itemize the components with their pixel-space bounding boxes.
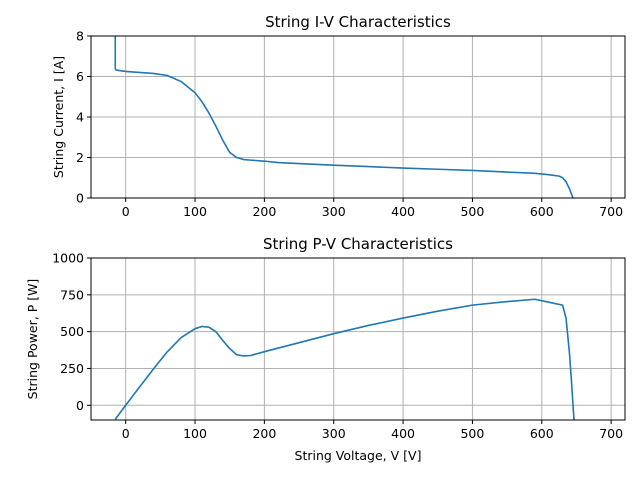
iv-y-ticks: 0 2 4 6 8	[76, 29, 91, 206]
iv-x-tick-label: 400	[391, 204, 415, 219]
pv-x-tick-label: 500	[460, 426, 484, 441]
pv-x-tick-label: 200	[252, 426, 276, 441]
iv-x-tick-label: 700	[599, 204, 623, 219]
pv-series-line	[114, 298, 575, 420]
iv-series-group	[114, 36, 574, 198]
iv-x-tick-label: 300	[322, 204, 346, 219]
iv-x-tick-label: 200	[252, 204, 276, 219]
pv-y-ticks: 0 250 500 750 1000	[52, 251, 91, 413]
pv-x-axis-label: String Voltage, V [V]	[295, 448, 422, 463]
iv-y-tick-label: 0	[76, 191, 84, 206]
pv-x-ticks: 0 100 200 300 400 500 600 700	[122, 420, 623, 441]
iv-x-tick-label: 100	[183, 204, 207, 219]
pv-y-tick-label: 1000	[52, 251, 84, 266]
iv-y-tick-label: 4	[76, 110, 84, 125]
iv-series-line	[114, 36, 574, 198]
pv-axes-frame	[90, 257, 626, 421]
pv-x-tick-label: 700	[599, 426, 623, 441]
pv-y-tick-label: 0	[76, 398, 84, 413]
iv-y-tick-label: 6	[76, 69, 84, 84]
pv-y-tick-label: 250	[60, 361, 84, 376]
pv-x-tick-label: 400	[391, 426, 415, 441]
iv-y-tick-label: 8	[76, 29, 84, 44]
iv-axes-frame	[90, 35, 626, 199]
iv-chart-title: String I-V Characteristics	[265, 13, 451, 31]
pv-series-group	[114, 298, 575, 420]
iv-x-ticks: 0 100 200 300 400 500 600 700	[122, 198, 623, 219]
iv-x-tick-label: 0	[122, 204, 130, 219]
pv-chart-title: String P-V Characteristics	[263, 235, 453, 253]
iv-chart: String I-V Characteristics String Curren…	[51, 13, 626, 219]
pv-y-tick-label: 750	[60, 287, 84, 302]
pv-y-tick-label: 500	[60, 324, 84, 339]
pv-x-tick-label: 0	[122, 426, 130, 441]
pv-x-tick-label: 600	[530, 426, 554, 441]
iv-y-axis-label: String Current, I [A]	[51, 56, 66, 178]
iv-x-tick-label: 500	[460, 204, 484, 219]
pv-x-tick-label: 100	[183, 426, 207, 441]
pv-chart: String P-V Characteristics String Power,…	[25, 235, 626, 463]
iv-x-tick-label: 600	[530, 204, 554, 219]
iv-y-tick-label: 2	[76, 150, 84, 165]
pv-x-tick-label: 300	[322, 426, 346, 441]
pv-y-axis-label: String Power, P [W]	[25, 279, 40, 400]
